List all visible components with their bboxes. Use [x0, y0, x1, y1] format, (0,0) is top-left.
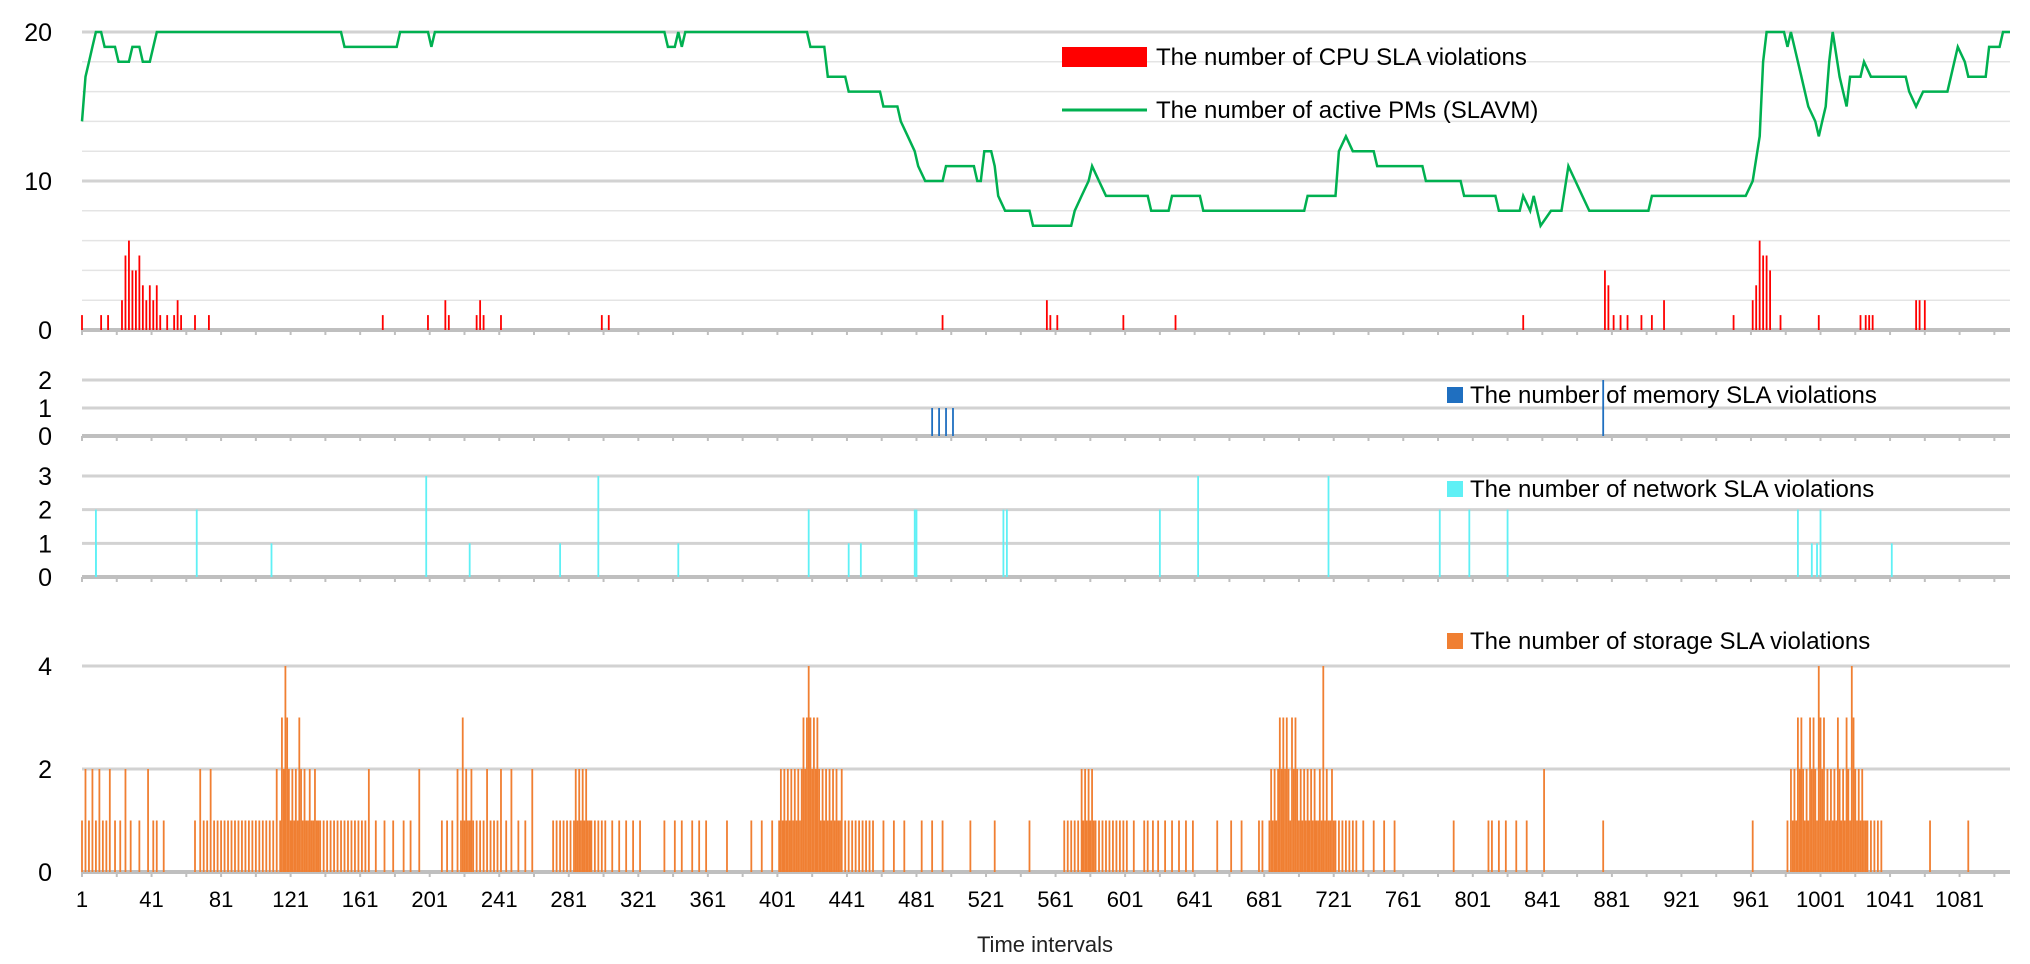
x-tick-label: 41	[139, 887, 163, 912]
x-tick-label: 1081	[1935, 887, 1984, 912]
x-axis-ticks: 1 41 81 121 161 201 241 281 321 361 401 441 481 521 56…	[76, 887, 1984, 912]
x-tick-label: 121	[272, 887, 309, 912]
network-violation-bars	[95, 476, 1893, 577]
top-legend: The number of CPU SLA violations The num…	[1062, 44, 1538, 124]
legend-label-cpu: The number of CPU SLA violations	[1156, 44, 1527, 71]
x-tick-label: 761	[1385, 887, 1422, 912]
legend-swatch-cpu	[1062, 47, 1147, 67]
y-tick-label: 1	[38, 530, 52, 558]
x-tick-label: 841	[1524, 887, 1561, 912]
memory-panel: 012 The number of memory SLA violations	[38, 367, 2010, 451]
memory-y-ticks: 012	[38, 367, 52, 451]
legend-swatch-network	[1447, 481, 1463, 497]
x-tick-label: 1041	[1866, 887, 1915, 912]
legend-swatch-storage	[1447, 633, 1463, 649]
storage-violation-bars	[81, 666, 1970, 872]
storage-gridlines	[81, 664, 2010, 877]
y-tick-label: 20	[24, 19, 52, 47]
x-tick-label: 681	[1246, 887, 1283, 912]
y-tick-label: 2	[38, 367, 52, 395]
y-tick-label: 0	[38, 423, 52, 451]
y-tick-label: 0	[38, 317, 52, 345]
x-tick-label: 561	[1037, 887, 1074, 912]
x-tick-label: 1001	[1796, 887, 1845, 912]
network-legend: The number of network SLA violations	[1447, 476, 1874, 503]
x-tick-label: 1	[76, 887, 88, 912]
y-tick-label: 2	[38, 756, 52, 784]
x-tick-label: 161	[342, 887, 379, 912]
top-y-ticks: 0 10 20	[24, 19, 52, 345]
x-tick-label: 81	[209, 887, 233, 912]
y-tick-label: 4	[38, 653, 52, 681]
x-tick-label: 321	[620, 887, 657, 912]
x-tick-label: 601	[1107, 887, 1144, 912]
x-tick-label: 401	[759, 887, 796, 912]
memory-legend: The number of memory SLA violations	[1447, 382, 1877, 409]
y-tick-label: 2	[38, 497, 52, 525]
y-tick-label: 1	[38, 395, 52, 423]
storage-y-ticks: 0 2 4	[38, 653, 52, 887]
legend-label-pms: The number of active PMs (SLAVM)	[1156, 97, 1538, 124]
x-tick-label: 921	[1663, 887, 1700, 912]
x-tick-label: 241	[481, 887, 518, 912]
x-axis-label: Time intervals	[977, 932, 1113, 957]
x-tick-label: 801	[1454, 887, 1491, 912]
y-tick-label: 10	[24, 168, 52, 196]
x-tick-label: 361	[690, 887, 727, 912]
x-tick-label: 521	[968, 887, 1005, 912]
legend-label-storage: The number of storage SLA violations	[1470, 628, 1870, 655]
network-panel: 0 1 2 3 The number of network SLA violation…	[38, 463, 2010, 592]
x-tick-label: 881	[1594, 887, 1631, 912]
top-gridlines	[81, 30, 2010, 335]
storage-legend: The number of storage SLA violations	[1447, 628, 1870, 655]
y-tick-label: 0	[38, 564, 52, 592]
top-panel: 0 10 20 The number of CPU SLA violations T…	[24, 19, 2010, 345]
memory-gridlines	[81, 378, 2010, 441]
storage-panel: 0 2 4 The number of storage SLA violations	[38, 628, 2010, 887]
x-tick-label: 281	[550, 887, 587, 912]
x-tick-label: 441	[829, 887, 866, 912]
x-tick-label: 201	[411, 887, 448, 912]
memory-violation-bars	[931, 380, 1605, 436]
network-y-ticks: 0 1 2 3	[38, 463, 52, 592]
cpu-violation-bars	[81, 240, 1926, 330]
x-tick-label: 961	[1733, 887, 1770, 912]
legend-swatch-memory	[1447, 387, 1463, 403]
y-tick-label: 3	[38, 463, 52, 491]
x-tick-label: 641	[1176, 887, 1213, 912]
x-tick-label: 481	[898, 887, 935, 912]
legend-label-network: The number of network SLA violations	[1470, 476, 1874, 503]
network-gridlines	[81, 474, 2010, 582]
active-pms-line	[80, 30, 2010, 229]
y-tick-label: 0	[38, 859, 52, 887]
x-axis: 1 41 81 121 161 201 241 281 321 361 401 441 481 521 56…	[76, 887, 1984, 957]
x-tick-label: 721	[1315, 887, 1352, 912]
legend-label-memory: The number of memory SLA violations	[1470, 382, 1877, 409]
